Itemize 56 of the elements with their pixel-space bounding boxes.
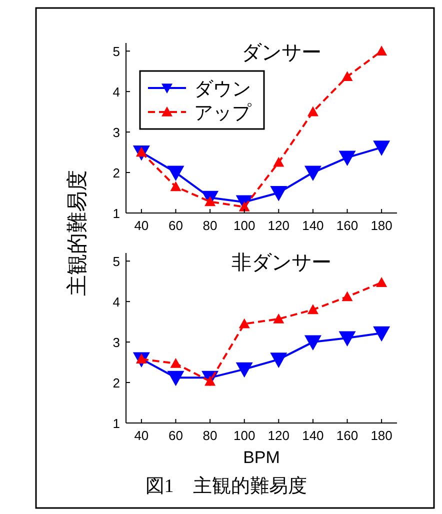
point xyxy=(170,358,182,368)
point xyxy=(338,150,356,166)
x-tick-label: 180 xyxy=(370,218,392,233)
point xyxy=(170,181,182,192)
caption: 図1 主観的難易度 xyxy=(145,475,307,497)
x-tick-label: 40 xyxy=(134,218,149,233)
y-tick-label: 1 xyxy=(112,416,120,431)
point xyxy=(304,166,322,182)
y-tick-label: 3 xyxy=(112,125,120,140)
x-tick-label: 40 xyxy=(134,428,149,443)
x-tick-label: 100 xyxy=(233,218,256,233)
x-tick-label: 60 xyxy=(168,428,183,443)
point xyxy=(167,166,184,182)
point xyxy=(236,362,253,378)
legend-label: ダウン xyxy=(194,79,251,100)
y-tick-label: 2 xyxy=(112,376,120,391)
x-tick-label: 180 xyxy=(370,428,392,443)
point xyxy=(304,335,322,351)
legend-label: アップ xyxy=(194,103,252,124)
point xyxy=(376,277,388,287)
point xyxy=(270,352,288,368)
point xyxy=(270,186,288,202)
y-tick-label: 5 xyxy=(112,254,120,270)
y-tick-label: 3 xyxy=(112,335,120,350)
x-tick-label: 160 xyxy=(336,218,358,233)
x-tick-label: 160 xyxy=(336,428,358,443)
point xyxy=(273,156,284,167)
point xyxy=(238,201,250,212)
chart-title: 非ダンサー xyxy=(232,252,332,274)
point xyxy=(342,291,353,302)
y-tick-label: 2 xyxy=(112,166,120,181)
x-axis-title: BPM xyxy=(243,448,280,467)
point xyxy=(338,331,356,346)
point xyxy=(307,106,318,116)
x-tick-label: 80 xyxy=(202,428,218,443)
x-tick-label: 120 xyxy=(268,428,290,443)
y-axis-title: 主観的難易度 xyxy=(65,170,89,296)
point xyxy=(273,313,284,324)
x-tick-label: 100 xyxy=(233,428,256,443)
x-tick-label: 140 xyxy=(302,218,324,233)
y-tick-label: 4 xyxy=(112,294,120,310)
x-tick-label: 140 xyxy=(302,428,324,443)
point xyxy=(373,326,390,342)
point xyxy=(342,71,353,81)
x-tick-label: 120 xyxy=(268,218,290,233)
y-tick-label: 5 xyxy=(112,44,120,60)
point xyxy=(167,370,184,386)
y-tick-label: 1 xyxy=(112,206,120,221)
point xyxy=(376,46,388,56)
chart-title: ダンサー xyxy=(242,42,322,64)
x-tick-label: 80 xyxy=(202,218,218,233)
y-tick-label: 4 xyxy=(112,84,120,100)
point xyxy=(373,140,390,156)
point xyxy=(307,304,318,314)
point xyxy=(238,318,250,328)
x-tick-label: 60 xyxy=(168,218,183,233)
